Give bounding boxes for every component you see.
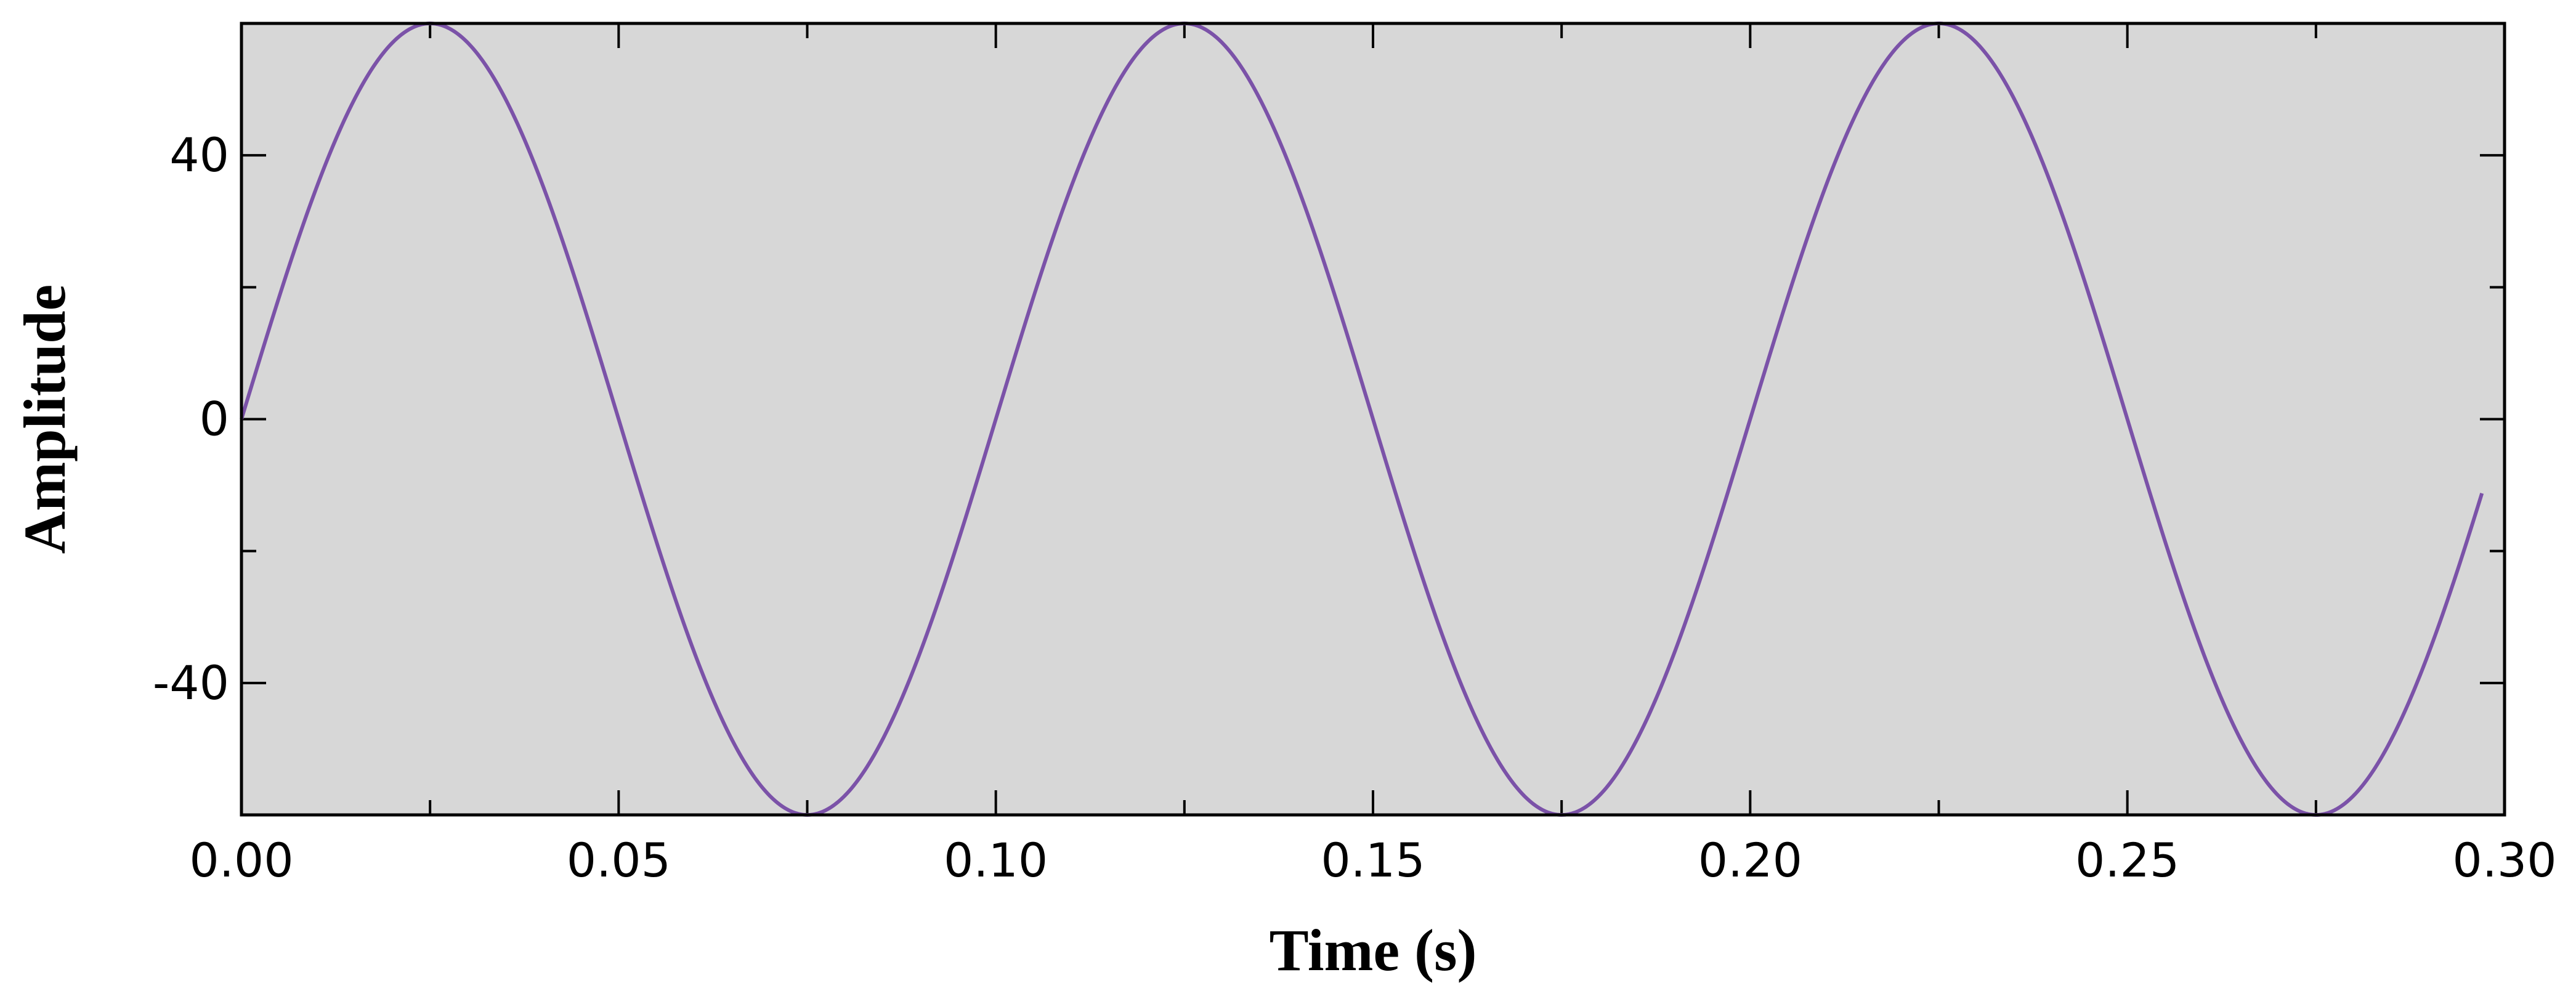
x-axis-title: Time (s)	[1270, 917, 1477, 983]
x-tick-label: 0.20	[1698, 833, 1802, 888]
y-tick-label: 40	[169, 128, 229, 182]
x-tick-label: 0.15	[1321, 833, 1425, 888]
x-tick-label: 0.10	[944, 833, 1048, 888]
y-axis-title: Amplitude	[12, 285, 78, 554]
series-line	[240, 21, 2484, 817]
x-tick-label: 0.25	[2075, 833, 2179, 888]
x-tick-label: 0.30	[2452, 833, 2556, 888]
y-axis-tick-labels: -40 0 40	[153, 128, 229, 710]
plot-frame	[240, 22, 2506, 817]
y-tick-label: 0	[200, 392, 229, 447]
x-tick-label: 0.00	[189, 833, 293, 888]
y-tick-label: -40	[153, 655, 229, 710]
x-axis-tick-labels: 0.00 0.05 0.10 0.15 0.20 0.25 0.30	[189, 833, 2556, 888]
x-tick-label: 0.05	[567, 833, 671, 888]
